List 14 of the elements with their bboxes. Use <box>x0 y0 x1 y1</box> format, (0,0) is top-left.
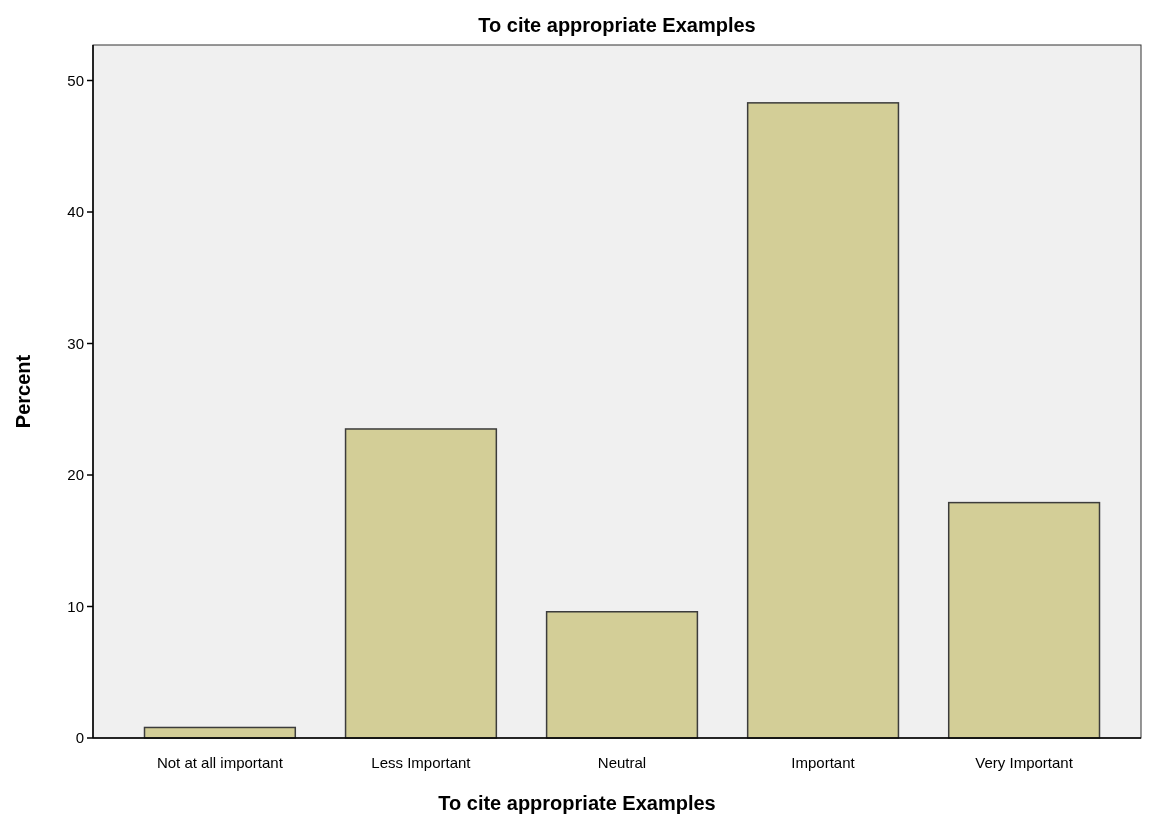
y-axis-title: Percent <box>12 354 34 429</box>
x-tick-label: Not at all important <box>156 754 284 771</box>
x-axis-title: To cite appropriate Examples <box>438 792 716 814</box>
y-tick-label: 0 <box>75 729 84 747</box>
x-tick-label: Important <box>791 754 856 771</box>
x-tick-label: Very Important <box>975 754 1074 771</box>
x-tick-label: Less Important <box>371 754 472 771</box>
y-tick-label: 10 <box>67 597 84 615</box>
y-tick-label: 50 <box>67 71 84 89</box>
chart-title: To cite appropriate Examples <box>478 14 756 36</box>
x-tick-label: Neutral <box>597 754 647 771</box>
y-tick-label: 30 <box>67 334 84 352</box>
y-tick-label: 40 <box>67 203 84 221</box>
y-tick-label: 20 <box>67 466 84 484</box>
